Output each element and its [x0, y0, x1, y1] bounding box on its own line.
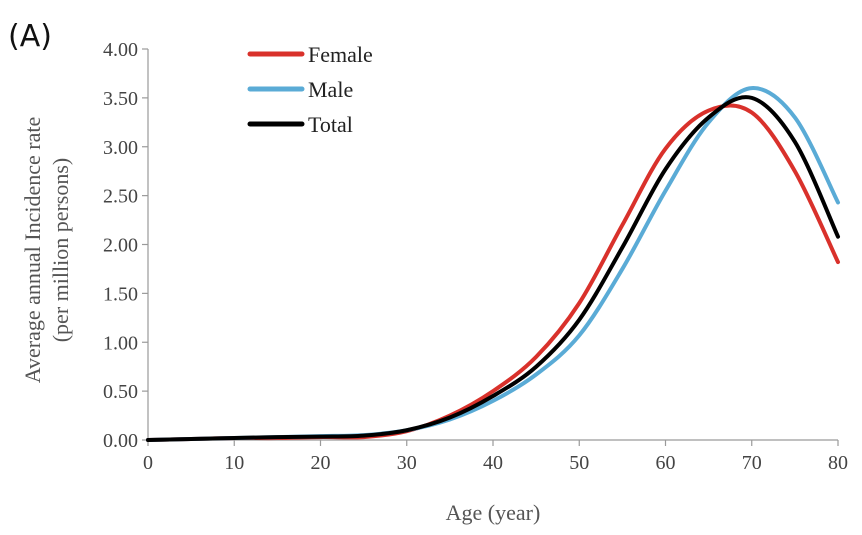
x-tick-label: 20: [311, 452, 331, 474]
series-line-total: [146, 95, 840, 442]
x-tick-label: 10: [224, 452, 244, 474]
x-tick-label: 70: [742, 452, 762, 474]
y-tick-label: 0.50: [103, 381, 138, 403]
y-tick-label: 2.00: [103, 235, 138, 257]
y-tick-label: 1.50: [103, 283, 138, 305]
x-tick-label: 40: [483, 452, 503, 474]
y-tick-label: 4.00: [103, 39, 138, 61]
x-tick-label: 0: [143, 452, 153, 474]
x-axis-ticks: 0 10 20 30 40 50 60 70 80: [143, 440, 848, 474]
plot-area: 0.00 0.50 1.00 1.50 2.00 2.50 3.00 3.50 4.00 0 10…: [103, 39, 848, 474]
x-tick-label: 30: [397, 452, 417, 474]
x-tick-label: 50: [569, 452, 589, 474]
legend-label-female: Female: [308, 42, 373, 67]
series-line-female: [146, 103, 840, 442]
y-axis-ticks: 0.00 0.50 1.00 1.50 2.00 2.50 3.00 3.50 4.00: [103, 39, 148, 452]
panel-label: (A): [8, 19, 52, 54]
series-lines: [146, 86, 840, 442]
y-tick-label: 0.00: [103, 430, 138, 452]
legend-label-male: Male: [308, 77, 353, 102]
y-axis-title-line-1: Average annual Incidence rate: [20, 117, 45, 383]
y-axis-title: Average annual Incidence rate (per milli…: [20, 117, 73, 383]
y-axis-title-line-2: (per million persons): [48, 158, 73, 343]
legend-label-total: Total: [308, 112, 353, 137]
x-tick-label: 80: [828, 452, 848, 474]
y-tick-label: 3.50: [103, 88, 138, 110]
x-tick-label: 60: [656, 452, 676, 474]
y-tick-label: 1.00: [103, 332, 138, 354]
legend: Female Male Total: [247, 42, 373, 137]
y-tick-label: 2.50: [103, 186, 138, 208]
series-line-male: [146, 86, 840, 442]
x-axis-title: Age (year): [446, 500, 541, 525]
y-tick-label: 3.00: [103, 137, 138, 159]
